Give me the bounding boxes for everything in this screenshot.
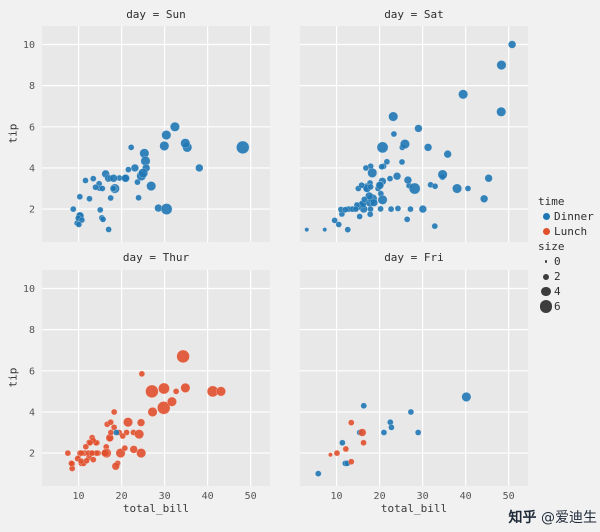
legend-label-lunch: Lunch [554, 225, 588, 238]
svg-text:4: 4 [29, 163, 35, 174]
x-axis-label-right: total_bill [380, 502, 448, 515]
lunch-swatch-icon [538, 228, 554, 235]
svg-text:10: 10 [23, 40, 35, 51]
y-axis-label-top: tip [6, 123, 20, 144]
svg-text:20: 20 [374, 491, 386, 502]
legend: time Dinner Lunch size 0 2 4 6 [538, 194, 594, 314]
legend-label-size-0: 0 [554, 255, 561, 268]
dinner-swatch-icon [538, 213, 554, 220]
svg-text:8: 8 [29, 325, 35, 336]
svg-text:6: 6 [29, 366, 35, 377]
facet-title-sun: day = Sun [126, 8, 186, 21]
size-0-swatch-icon [538, 260, 554, 263]
legend-item-size-0: 0 [538, 254, 594, 269]
x-axis-label-left: total_bill [122, 502, 190, 515]
legend-size-title: size [538, 240, 565, 253]
svg-text:30: 30 [417, 491, 429, 502]
svg-text:4: 4 [29, 407, 35, 418]
legend-label-size-2: 2 [554, 270, 561, 283]
legend-label-size-6: 6 [554, 300, 561, 313]
legend-item-size-6: 6 [538, 299, 594, 314]
size-4-swatch-icon [538, 286, 554, 297]
watermark-user: @爱迪生 [541, 510, 597, 526]
svg-text:8: 8 [29, 81, 35, 92]
legend-time-title: time [538, 195, 565, 208]
svg-text:2: 2 [29, 449, 35, 460]
facet-title-sat: day = Sat [384, 8, 444, 21]
svg-text:50: 50 [503, 491, 515, 502]
legend-item-lunch: Lunch [538, 224, 594, 239]
svg-text:30: 30 [159, 491, 171, 502]
legend-item-dinner: Dinner [538, 209, 594, 224]
svg-text:40: 40 [202, 491, 214, 502]
facet-title-thur: day = Thur [122, 251, 190, 264]
svg-text:10: 10 [331, 491, 343, 502]
y-axis-label-bottom: tip [6, 367, 20, 388]
svg-text:20: 20 [116, 491, 128, 502]
svg-text:40: 40 [460, 491, 472, 502]
svg-text:50: 50 [245, 491, 257, 502]
legend-label-dinner: Dinner [554, 210, 594, 223]
legend-item-size-4: 4 [538, 284, 594, 299]
watermark-brand: 知乎 [508, 510, 537, 526]
watermark: 知乎 @爱迪生 [509, 507, 597, 527]
legend-item-size-2: 2 [538, 269, 594, 284]
svg-text:2: 2 [29, 205, 35, 216]
svg-text:10: 10 [73, 491, 85, 502]
legend-label-size-4: 4 [554, 285, 561, 298]
facet-title-fri: day = Fri [384, 251, 444, 264]
size-2-swatch-icon [538, 273, 554, 280]
svg-text:6: 6 [29, 122, 35, 133]
svg-text:10: 10 [23, 284, 35, 295]
size-6-swatch-icon [538, 300, 554, 313]
